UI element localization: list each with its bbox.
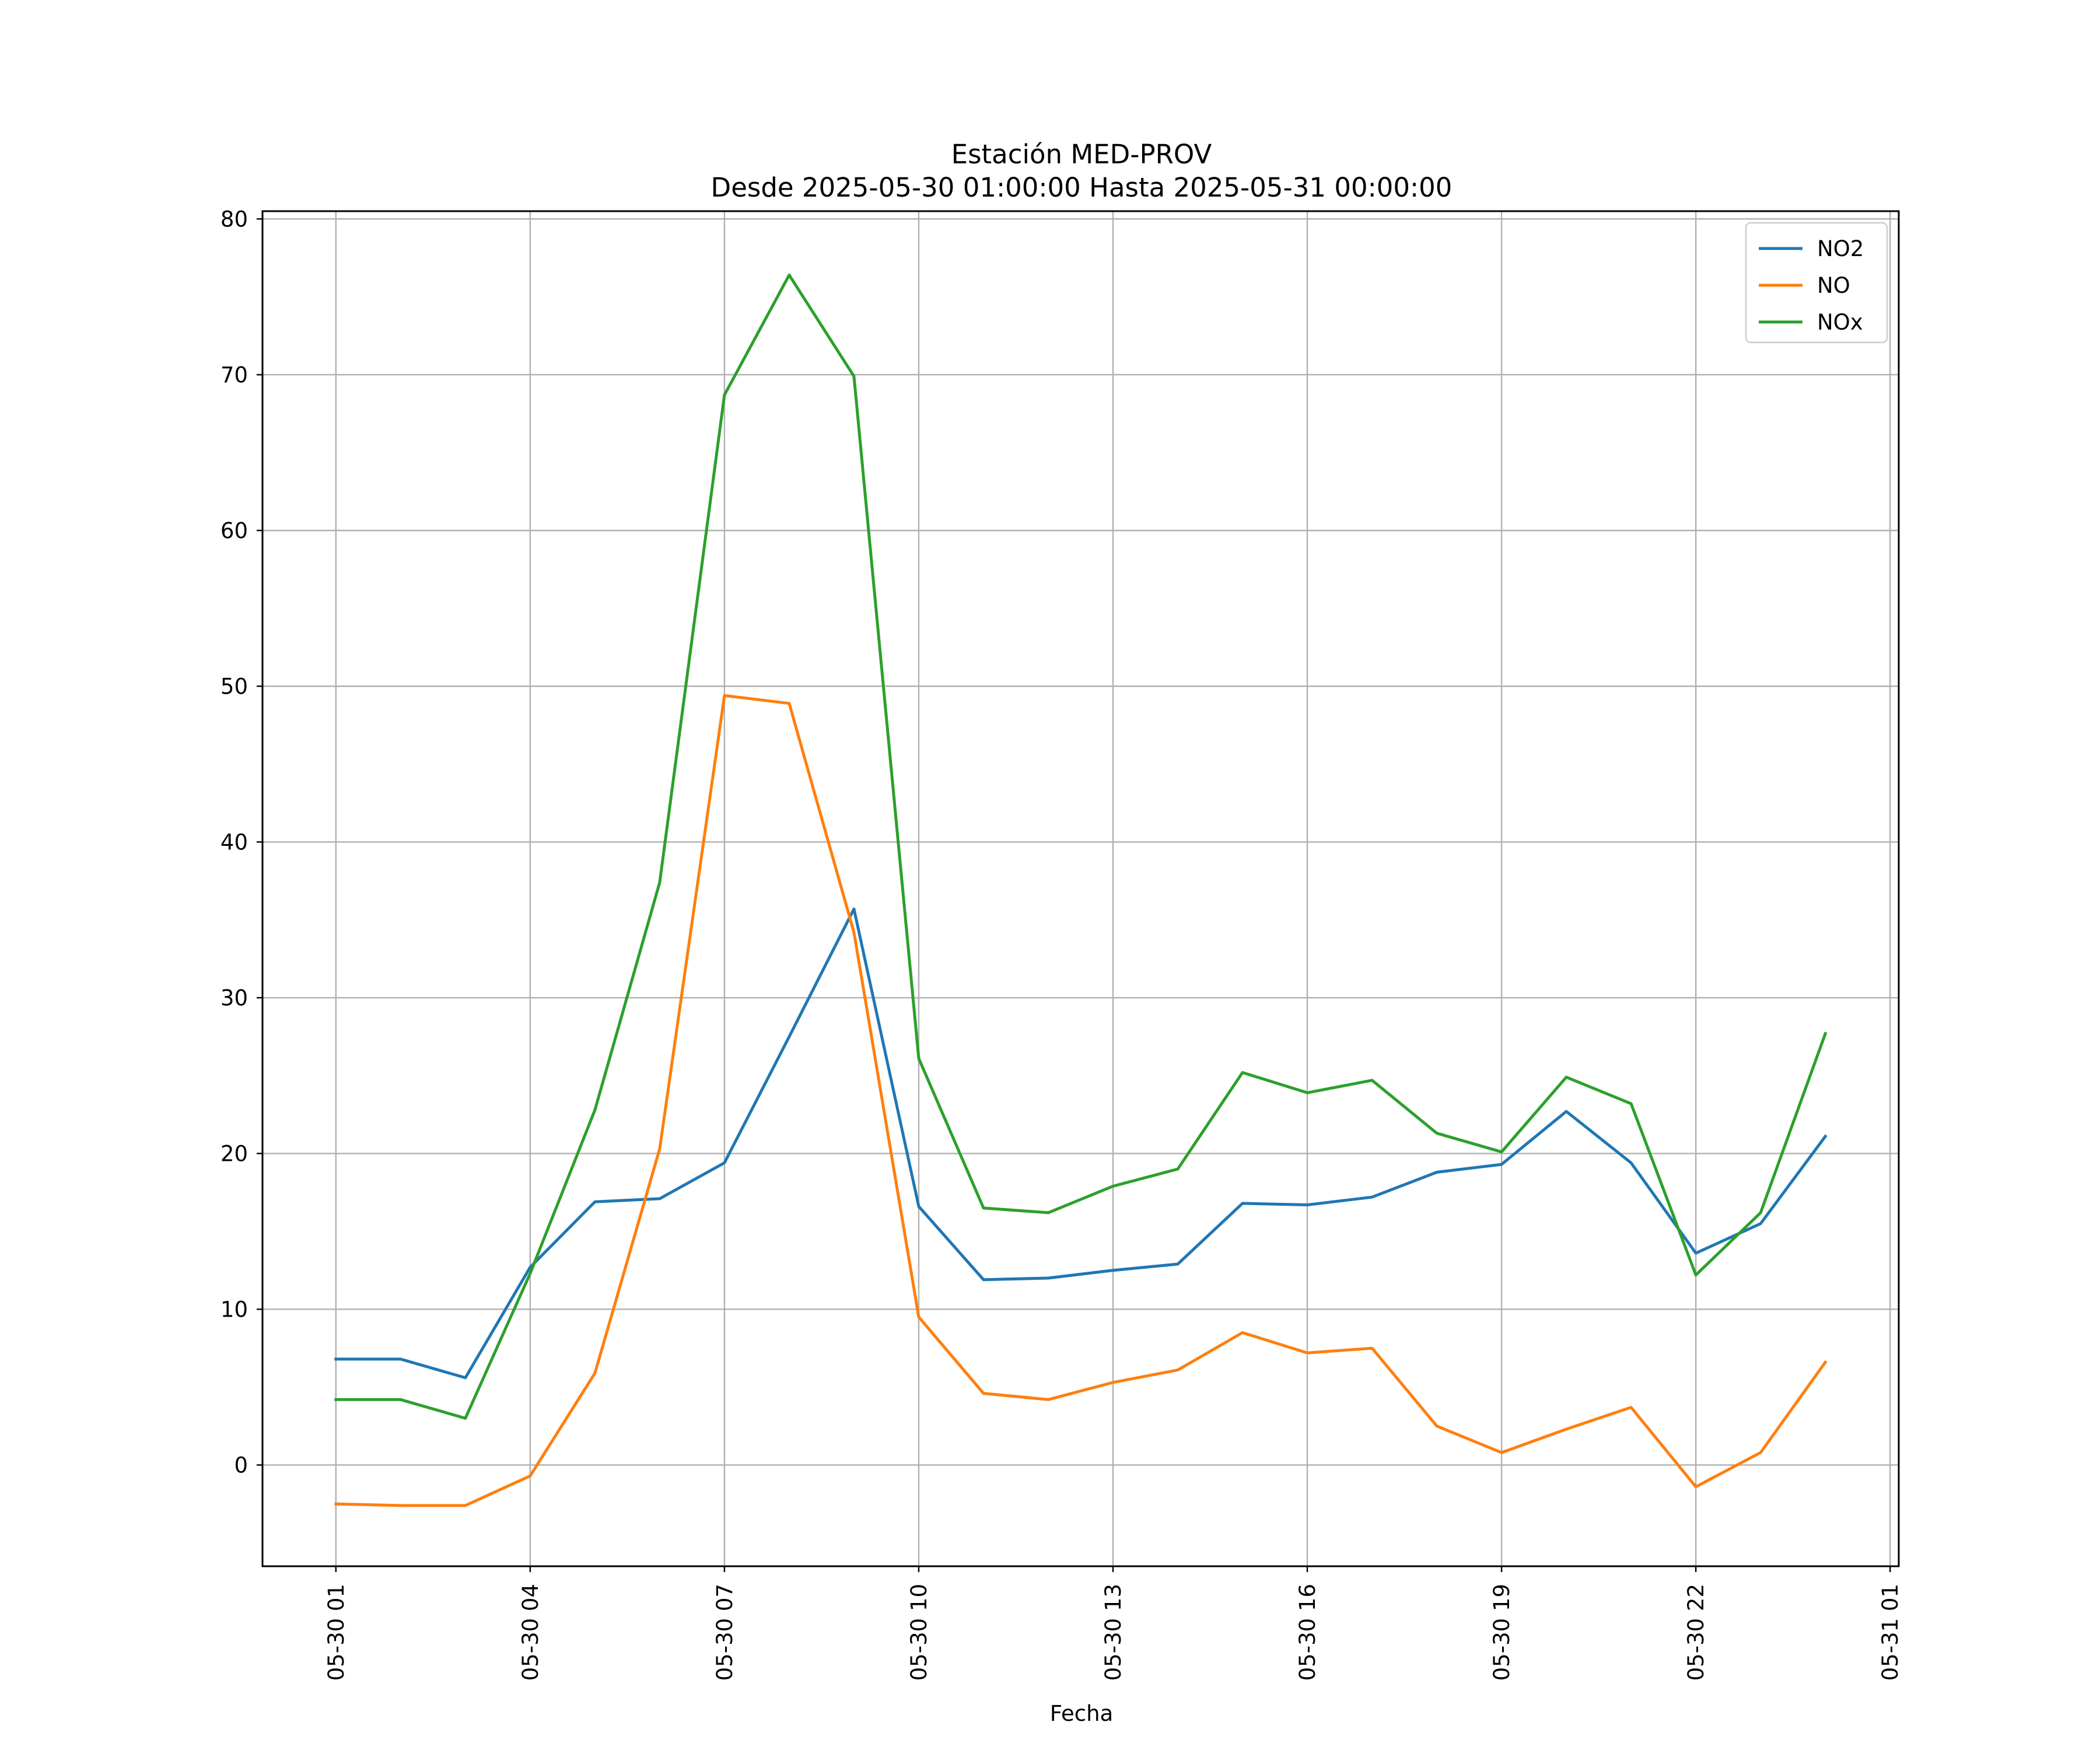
y-tick-label: 0 <box>234 1452 248 1478</box>
plot-frame <box>261 210 1900 1567</box>
x-tick-label: 05-30 04 <box>518 1584 543 1681</box>
x-tick-label: 05-30 22 <box>1684 1584 1709 1681</box>
x-tick-label: 05-30 19 <box>1489 1584 1514 1681</box>
x-tick-label: 05-30 10 <box>907 1584 932 1681</box>
y-tick-label: 50 <box>220 674 248 699</box>
x-axis-label: Fecha <box>1050 1701 1114 1726</box>
plot-lines <box>334 274 1828 1507</box>
grid <box>262 211 1899 1566</box>
y-tick-label: 20 <box>220 1141 248 1166</box>
y-tick-label: 40 <box>220 830 248 855</box>
y-tick-label: 80 <box>220 206 248 232</box>
legend: NO2 NO NOx <box>1745 222 1888 344</box>
series-line-no <box>334 694 1828 1507</box>
y-axis: 0 10 20 30 40 50 60 70 80 <box>220 206 262 1478</box>
x-tick-label: 05-30 16 <box>1295 1584 1320 1681</box>
y-tick-label: 60 <box>220 518 248 543</box>
x-tick-label: 05-31 01 <box>1878 1584 1903 1681</box>
series-line-no2 <box>334 907 1828 1380</box>
x-tick-label: 05-30 13 <box>1101 1584 1126 1681</box>
y-tick-label: 70 <box>220 362 248 387</box>
series-line-nox <box>334 274 1828 1420</box>
x-axis: 05-30 01 05-30 04 05-30 07 05-30 10 05-30 13… <box>324 1566 1903 1681</box>
y-tick-label: 10 <box>220 1297 248 1322</box>
legend-box <box>1745 222 1888 344</box>
x-tick-label: 05-30 01 <box>324 1584 349 1681</box>
y-tick-label: 30 <box>220 985 248 1010</box>
chart-subtitle: Desde 2025-05-30 01:00:00 Hasta 2025-05-… <box>711 172 1452 203</box>
x-tick-label: 05-30 07 <box>712 1584 737 1681</box>
legend-label: NOx <box>1817 310 1863 335</box>
legend-label: NO2 <box>1817 236 1864 261</box>
chart-title: Estación MED-PROV <box>951 139 1212 170</box>
legend-label: NO <box>1817 273 1850 298</box>
